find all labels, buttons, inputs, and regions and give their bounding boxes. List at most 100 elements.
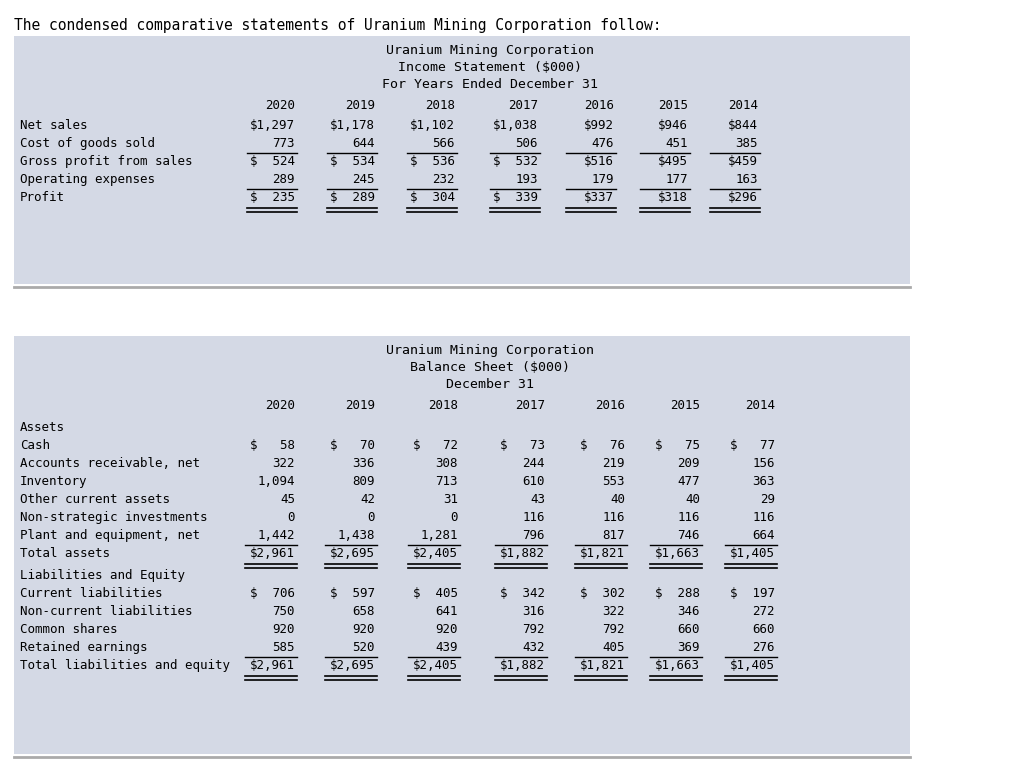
Text: Current liabilities: Current liabilities: [20, 587, 163, 600]
Text: 2014: 2014: [728, 99, 758, 112]
Text: 792: 792: [522, 623, 545, 636]
Text: $2,961: $2,961: [250, 547, 295, 560]
Text: 276: 276: [753, 641, 775, 654]
Text: $1,663: $1,663: [655, 547, 700, 560]
Text: $2,405: $2,405: [413, 659, 458, 672]
Text: Other current assets: Other current assets: [20, 493, 170, 506]
Text: 432: 432: [522, 641, 545, 654]
Text: $   73: $ 73: [500, 439, 545, 452]
Text: $  536: $ 536: [410, 155, 455, 168]
Text: $1,405: $1,405: [730, 659, 775, 672]
Text: $  534: $ 534: [330, 155, 375, 168]
Text: 2019: 2019: [345, 399, 375, 412]
Text: 746: 746: [678, 529, 700, 542]
Text: $  339: $ 339: [493, 191, 538, 204]
Text: $  405: $ 405: [413, 587, 458, 600]
Text: 209: 209: [678, 457, 700, 470]
Text: 553: 553: [602, 475, 625, 488]
Text: $  304: $ 304: [410, 191, 455, 204]
Text: $  235: $ 235: [250, 191, 295, 204]
Text: 43: 43: [530, 493, 545, 506]
Text: 644: 644: [352, 137, 375, 150]
Text: $1,297: $1,297: [250, 119, 295, 132]
Text: 346: 346: [678, 605, 700, 618]
Text: 163: 163: [735, 173, 758, 186]
Text: 773: 773: [272, 137, 295, 150]
Text: 2017: 2017: [515, 399, 545, 412]
Text: 1,438: 1,438: [338, 529, 375, 542]
Text: 439: 439: [435, 641, 458, 654]
Text: $459: $459: [728, 155, 758, 168]
Text: $  289: $ 289: [330, 191, 375, 204]
Text: 660: 660: [753, 623, 775, 636]
Text: 2017: 2017: [508, 99, 538, 112]
Text: 585: 585: [272, 641, 295, 654]
Text: 31: 31: [443, 493, 458, 506]
Text: 42: 42: [360, 493, 375, 506]
Text: $  597: $ 597: [330, 587, 375, 600]
Text: 336: 336: [352, 457, 375, 470]
Text: $992: $992: [584, 119, 614, 132]
Text: $  524: $ 524: [250, 155, 295, 168]
Text: Uranium Mining Corporation: Uranium Mining Corporation: [386, 344, 594, 357]
Text: Common shares: Common shares: [20, 623, 118, 636]
Text: $  302: $ 302: [580, 587, 625, 600]
Text: $   76: $ 76: [580, 439, 625, 452]
Text: 920: 920: [352, 623, 375, 636]
Text: 385: 385: [735, 137, 758, 150]
Text: 272: 272: [753, 605, 775, 618]
Text: $   58: $ 58: [250, 439, 295, 452]
Text: Gross profit from sales: Gross profit from sales: [20, 155, 193, 168]
Text: Cost of goods sold: Cost of goods sold: [20, 137, 155, 150]
Text: Retained earnings: Retained earnings: [20, 641, 147, 654]
Text: 2015: 2015: [670, 399, 700, 412]
Text: 116: 116: [678, 511, 700, 524]
Text: $1,882: $1,882: [500, 659, 545, 672]
Text: 40: 40: [685, 493, 700, 506]
Text: Non-current liabilities: Non-current liabilities: [20, 605, 193, 618]
Text: 244: 244: [522, 457, 545, 470]
Text: $1,102: $1,102: [410, 119, 455, 132]
Text: $2,695: $2,695: [330, 659, 375, 672]
Text: 2015: 2015: [658, 99, 688, 112]
Text: 322: 322: [272, 457, 295, 470]
Text: 308: 308: [435, 457, 458, 470]
Text: The condensed comparative statements of Uranium Mining Corporation follow:: The condensed comparative statements of …: [14, 18, 662, 33]
Text: For Years Ended December 31: For Years Ended December 31: [382, 78, 598, 91]
Text: $1,882: $1,882: [500, 547, 545, 560]
Text: $   70: $ 70: [330, 439, 375, 452]
Text: $1,821: $1,821: [580, 547, 625, 560]
Text: $2,405: $2,405: [413, 547, 458, 560]
Text: $   72: $ 72: [413, 439, 458, 452]
Text: 405: 405: [602, 641, 625, 654]
Text: December 31: December 31: [446, 378, 534, 391]
Text: 520: 520: [352, 641, 375, 654]
Text: 2020: 2020: [265, 99, 295, 112]
Text: Balance Sheet ($000): Balance Sheet ($000): [410, 361, 570, 374]
Text: $  342: $ 342: [500, 587, 545, 600]
Text: 610: 610: [522, 475, 545, 488]
Text: 0: 0: [368, 511, 375, 524]
Text: $2,695: $2,695: [330, 547, 375, 560]
Text: Uranium Mining Corporation: Uranium Mining Corporation: [386, 44, 594, 57]
Text: $  197: $ 197: [730, 587, 775, 600]
Text: 179: 179: [592, 173, 614, 186]
Text: 289: 289: [272, 173, 295, 186]
Text: $844: $844: [728, 119, 758, 132]
Text: 2020: 2020: [265, 399, 295, 412]
Text: 116: 116: [753, 511, 775, 524]
Text: Inventory: Inventory: [20, 475, 87, 488]
Text: 477: 477: [678, 475, 700, 488]
Text: 713: 713: [435, 475, 458, 488]
Text: 2018: 2018: [428, 399, 458, 412]
Text: 1,442: 1,442: [257, 529, 295, 542]
Text: 750: 750: [272, 605, 295, 618]
Text: $1,178: $1,178: [330, 119, 375, 132]
Text: 316: 316: [522, 605, 545, 618]
Text: 451: 451: [666, 137, 688, 150]
Text: 156: 156: [753, 457, 775, 470]
Text: 363: 363: [753, 475, 775, 488]
Text: $516: $516: [584, 155, 614, 168]
Bar: [14, 336, 910, 754]
Text: Cash: Cash: [20, 439, 50, 452]
